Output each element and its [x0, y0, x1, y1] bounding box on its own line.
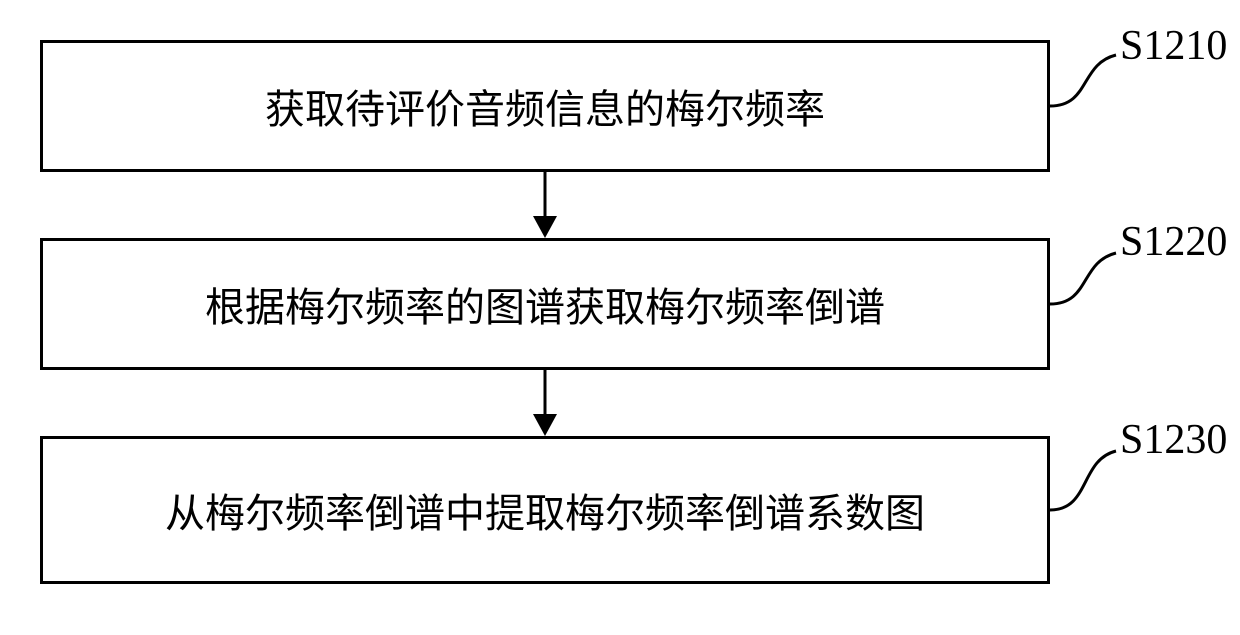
step-text: 从梅尔频率倒谱中提取梅尔频率倒谱系数图 [165, 481, 925, 539]
step-label-s1210: S1210 [1120, 22, 1227, 70]
step-box-s1230: 从梅尔频率倒谱中提取梅尔频率倒谱系数图 [40, 436, 1050, 584]
step-label-s1230: S1230 [1120, 416, 1227, 464]
curve-s1220 [1050, 253, 1116, 304]
step-box-s1210: 获取待评价音频信息的梅尔频率 [40, 40, 1050, 172]
arrowhead-2 [533, 414, 557, 436]
curve-s1210 [1050, 55, 1116, 106]
flowchart-container: 获取待评价音频信息的梅尔频率 S1210 根据梅尔频率的图谱获取梅尔频率倒谱 S… [0, 0, 1240, 635]
curve-s1230 [1050, 451, 1116, 510]
step-box-s1220: 根据梅尔频率的图谱获取梅尔频率倒谱 [40, 238, 1050, 370]
step-text: 根据梅尔频率的图谱获取梅尔频率倒谱 [205, 275, 885, 333]
step-label-s1220: S1220 [1120, 218, 1227, 266]
arrowhead-1 [533, 216, 557, 238]
step-text: 获取待评价音频信息的梅尔频率 [265, 77, 825, 135]
